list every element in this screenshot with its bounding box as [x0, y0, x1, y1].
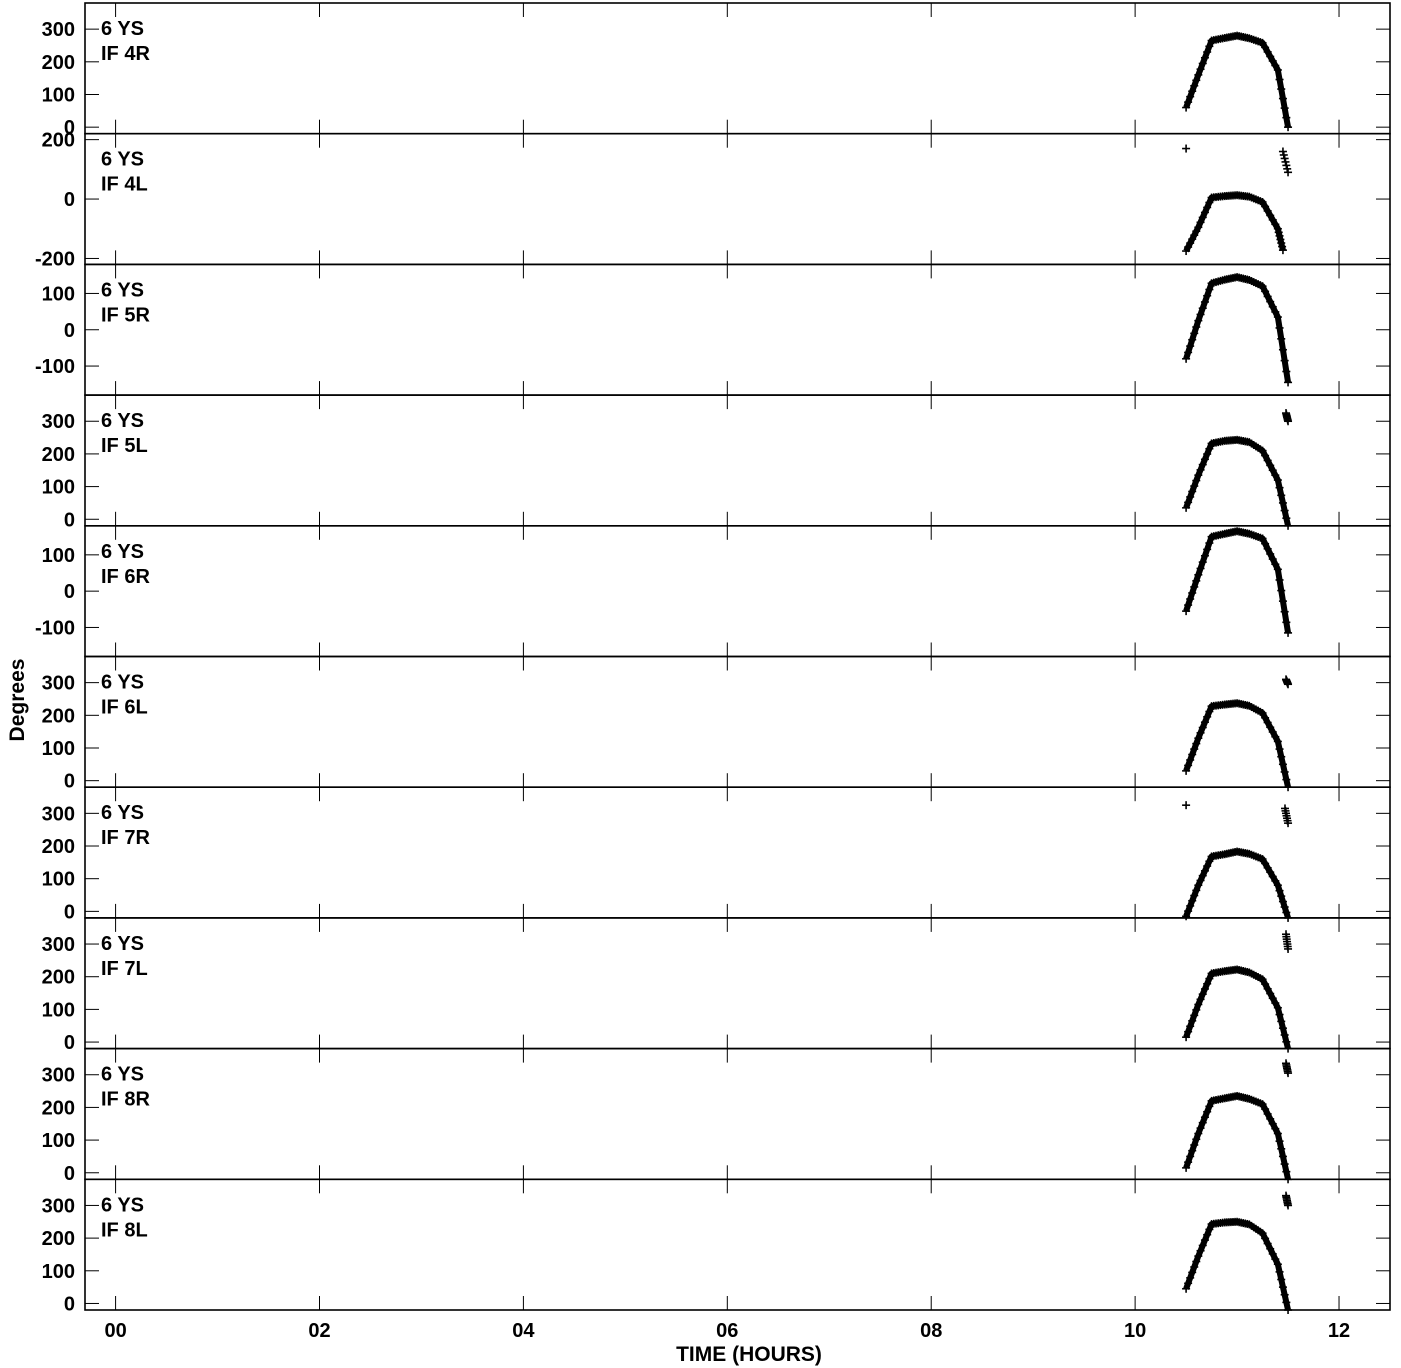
panel-if-4l: -200 0 200 6 YS IF 4L [35, 130, 1391, 270]
panel-station-label: 6 YS [101, 279, 144, 301]
panel-station-label: 6 YS [101, 672, 144, 694]
panel-if-5r: -100 0 100 6 YS IF 5R [35, 263, 1391, 396]
panel-if-label: IF 8R [101, 1089, 150, 1111]
panel-if-label: IF 4R [101, 43, 150, 65]
y-tick-label: 200 [42, 52, 75, 74]
y-tick-label: 200 [42, 705, 75, 727]
y-tick-label: 100 [42, 1261, 75, 1283]
panel-if-8r: 0 100 200 300 6 YS IF 8R [42, 1047, 1391, 1185]
x-axis-label: TIME (HOURS) [676, 1343, 822, 1366]
panel-frame [84, 655, 1391, 788]
y-tick-label: 100 [42, 545, 75, 567]
panel-station-label: 6 YS [101, 541, 144, 563]
panel-frame [84, 2, 1391, 135]
y-axis-label: Degrees [6, 659, 29, 742]
x-tick-label: 10 [1124, 1320, 1146, 1342]
panel-frame [84, 394, 1391, 527]
y-tick-label: 100 [42, 477, 75, 499]
data-series [1183, 1218, 1291, 1311]
panel-if-label: IF 8L [101, 1219, 148, 1241]
y-tick-label: 0 [64, 117, 75, 139]
panel-if-6l: 0 100 200 300 6 YS IF 6L [42, 655, 1391, 793]
y-tick-label: -200 [35, 248, 75, 270]
y-tick-label: 200 [42, 1228, 75, 1250]
y-tick-label: 100 [42, 999, 75, 1021]
y-tick-label: 0 [64, 1293, 75, 1315]
panel-frame [84, 132, 1391, 266]
panel-station-label: 6 YS [101, 933, 144, 955]
y-tick-label: 300 [42, 19, 75, 41]
panel-if-5l: 0 100 200 300 6 YS IF 5L [42, 394, 1391, 531]
panel-if-8l: 0 100 200 300 6 YS IF 8L [42, 1178, 1391, 1315]
y-tick-label: 200 [42, 967, 75, 989]
panel-if-label: IF 6L [101, 697, 148, 719]
y-tick-label: 0 [64, 1032, 75, 1054]
data-series [1183, 274, 1292, 383]
panel-station-label: 6 YS [101, 149, 144, 171]
y-tick-label: 200 [42, 836, 75, 858]
panel-station-label: 6 YS [101, 1194, 144, 1216]
y-tick-label: 200 [42, 444, 75, 466]
panel-if-label: IF 5R [101, 304, 150, 326]
y-tick-label: -100 [35, 617, 75, 639]
panel-if-6r: -100 0 100 6 YS IF 6R [35, 524, 1391, 658]
y-tick-label: 100 [42, 84, 75, 106]
panel-if-label: IF 4L [101, 174, 148, 196]
y-tick-label: -100 [35, 356, 75, 378]
data-series [1183, 1092, 1291, 1180]
panel-frame [84, 1047, 1391, 1181]
panel-station-label: 6 YS [101, 1064, 144, 1086]
y-tick-label: 0 [64, 320, 75, 342]
panel-if-label: IF 5L [101, 435, 148, 457]
x-tick-label: 12 [1328, 1320, 1350, 1342]
y-tick-label: 0 [64, 901, 75, 923]
data-series [1183, 528, 1292, 634]
y-tick-label: 100 [42, 738, 75, 760]
y-tick-label: 0 [64, 189, 75, 211]
y-tick-label: 300 [42, 803, 75, 825]
panel-if-label: IF 7L [101, 958, 148, 980]
x-tick-label: 00 [104, 1320, 126, 1342]
y-tick-label: 300 [42, 1195, 75, 1217]
panel-frame [84, 917, 1391, 1050]
y-tick-label: 300 [42, 673, 75, 695]
panel-station-label: 6 YS [101, 18, 144, 40]
panel-if-label: IF 6R [101, 566, 150, 588]
y-tick-label: 300 [42, 934, 75, 956]
y-tick-label: 0 [64, 581, 75, 603]
y-tick-label: 100 [42, 869, 75, 891]
y-tick-label: 100 [42, 1130, 75, 1152]
x-tick-label: 08 [920, 1320, 942, 1342]
y-tick-label: 0 [64, 771, 75, 793]
data-series [1183, 700, 1291, 788]
panel-station-label: 6 YS [101, 802, 144, 824]
panel-if-4r: 0 100 200 300 6 YS IF 4R [42, 2, 1391, 139]
panel-if-label: IF 7R [101, 827, 150, 849]
x-tick-label: 04 [512, 1320, 535, 1342]
y-tick-label: 0 [64, 1163, 75, 1185]
y-tick-label: 200 [42, 1097, 75, 1119]
panel-frame [84, 1178, 1391, 1311]
y-tick-label: 300 [42, 411, 75, 433]
data-series [1183, 436, 1291, 527]
panel-if-7r: 0 100 200 300 6 YS IF 7R [42, 786, 1391, 923]
y-tick-label: 100 [42, 283, 75, 305]
y-tick-label: 300 [42, 1065, 75, 1087]
x-tick-label: 02 [308, 1320, 330, 1342]
panel-station-label: 6 YS [101, 410, 144, 432]
y-tick-label: 0 [64, 509, 75, 531]
x-tick-label: 06 [716, 1320, 738, 1342]
data-series [1183, 966, 1291, 1050]
y-tick-label: 200 [42, 130, 75, 152]
panel-if-7l: 0 100 200 300 6 YS IF 7L [42, 917, 1391, 1054]
data-series [1183, 32, 1292, 128]
